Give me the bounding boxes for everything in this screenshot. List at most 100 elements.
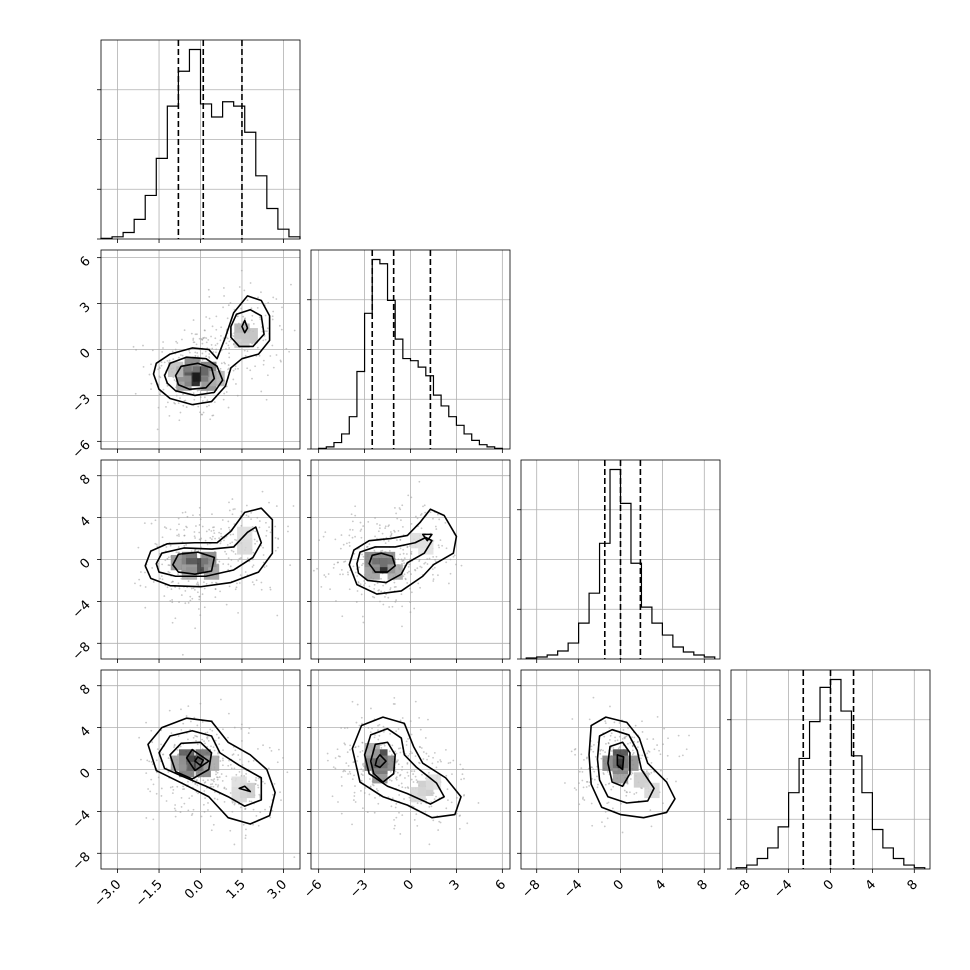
scatter-point [432, 756, 434, 759]
scatter-point [339, 573, 341, 576]
scatter-point [179, 354, 182, 356]
scatter-point [395, 778, 398, 781]
scatter-point [575, 788, 578, 791]
scatter-point [384, 527, 387, 530]
scatter-point [666, 754, 669, 757]
scatter-point [281, 306, 283, 309]
scatter-point [322, 535, 325, 538]
scatter-point [432, 555, 435, 558]
scatter-point [171, 785, 174, 788]
scatter-point [256, 307, 259, 309]
scatter-point [591, 824, 594, 827]
scatter-point [410, 573, 412, 575]
scatter-point [203, 810, 206, 813]
scatter-point [144, 606, 147, 609]
scatter-point [176, 748, 179, 751]
scatter-point [222, 398, 225, 401]
scatter-point [201, 400, 204, 402]
scatter-point [376, 582, 379, 584]
scatter-point [240, 557, 242, 559]
scatter-point [194, 333, 197, 336]
scatter-point [424, 810, 427, 813]
scatter-point [219, 760, 222, 762]
scatter-point [275, 505, 278, 507]
scatter-point [178, 523, 180, 526]
scatter-point [435, 795, 437, 798]
scatter-point [428, 771, 430, 774]
scatter-point [382, 603, 385, 606]
scatter-point [373, 587, 376, 590]
scatter-point [185, 544, 188, 546]
scatter-point [215, 581, 217, 584]
scatter-point [583, 758, 585, 761]
scatter-point [233, 726, 236, 729]
scatter-point [151, 741, 154, 744]
scatter-point [198, 513, 201, 516]
scatter-point [176, 342, 179, 344]
scatter-point [205, 316, 208, 318]
scatter-point [435, 555, 438, 558]
scatter-point [675, 780, 677, 783]
scatter-point [445, 774, 448, 777]
scatter-point [361, 750, 364, 752]
scatter-point [424, 511, 427, 514]
scatter-point [214, 739, 217, 742]
scatter-point [677, 734, 680, 737]
scatter-point [154, 542, 157, 545]
scatter-point [414, 775, 417, 778]
scatter-point [206, 543, 209, 546]
scatter-point [395, 760, 398, 763]
scatter-point [223, 539, 225, 542]
scatter-point [205, 582, 208, 585]
scatter-point [463, 793, 466, 796]
scatter-point [195, 343, 198, 346]
scatter-point [604, 810, 607, 813]
scatter-point [208, 404, 210, 407]
scatter-point [257, 777, 260, 780]
scatter-point [388, 606, 391, 608]
contour-1 [596, 728, 655, 804]
scatter-point [239, 806, 242, 809]
scatter-point [211, 325, 214, 328]
scatter-point [175, 551, 178, 554]
scatter-point [373, 583, 376, 586]
scatter-point [395, 599, 397, 602]
scatter-point [374, 734, 376, 736]
scatter-point [165, 527, 168, 530]
scatter-point [461, 773, 464, 776]
scatter-point [271, 809, 274, 812]
scatter-point [393, 531, 396, 533]
scatter-point [223, 295, 225, 297]
scatter-point [622, 729, 625, 731]
scatter-point [447, 762, 450, 765]
scatter-point [405, 744, 408, 746]
scatter-point [217, 784, 220, 787]
scatter-point [183, 528, 186, 531]
scatter-point [371, 727, 373, 730]
scatter-point [391, 744, 394, 747]
scatter-point [150, 761, 153, 763]
contour-0 [351, 716, 462, 819]
scatter-point [211, 347, 214, 350]
scatter-point [211, 729, 214, 732]
scatter-point [285, 347, 288, 350]
scatter-point [242, 315, 245, 318]
scatter-point [232, 550, 235, 553]
scatter-point [389, 770, 392, 773]
scatter-point [117, 810, 120, 813]
scatter-point [249, 369, 252, 372]
scatter-point [354, 505, 357, 508]
scatter-point [195, 525, 197, 527]
scatter-point [199, 411, 201, 414]
scatter-point [243, 289, 246, 292]
scatter-point [413, 607, 416, 610]
scatter-point [394, 600, 397, 603]
scatter-point [348, 534, 351, 537]
scatter-point [608, 726, 611, 729]
scatter-point [220, 773, 223, 775]
scatter-point [207, 779, 209, 782]
scatter-point [356, 575, 359, 577]
scatter-point [324, 575, 327, 578]
scatter-point [410, 550, 413, 553]
scatter-point [432, 580, 435, 582]
